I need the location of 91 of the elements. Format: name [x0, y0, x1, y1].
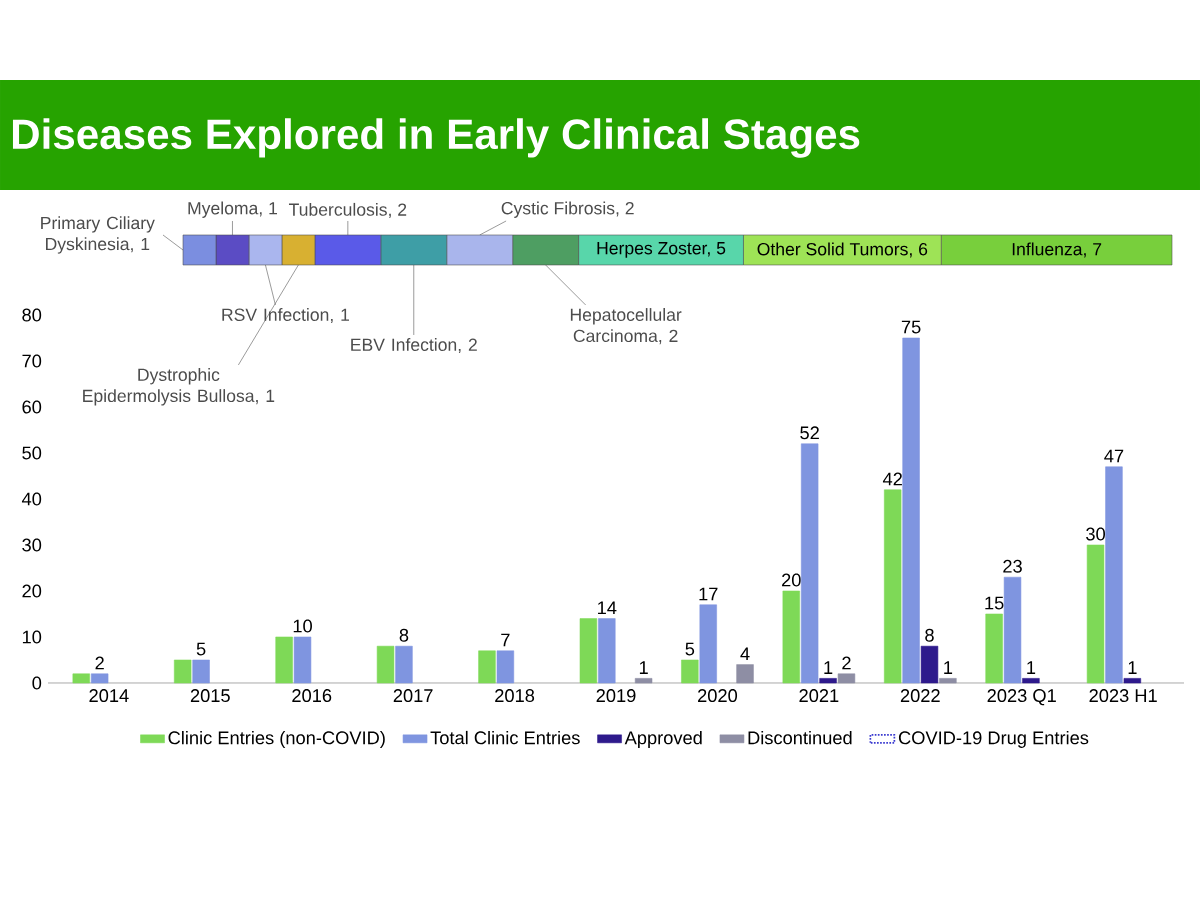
data-label: 1: [944, 661, 953, 674]
bar: [579, 618, 598, 684]
data-label: Cystic Fibrosis, 2: [501, 201, 634, 218]
bar: [72, 673, 90, 684]
y-tick-label: 40: [21, 492, 42, 506]
data-label: Primary Ciliary Dyskinesia, 1: [41, 216, 155, 254]
data-label: Hepatocellular Carcinoma, 2: [570, 308, 682, 345]
data-label: 5: [685, 642, 695, 656]
x-tick-label: 2014: [89, 689, 129, 703]
y-tick-label: 0: [32, 676, 42, 690]
data-label: EBV Infection, 2: [351, 338, 477, 354]
data-label: Herpes Zoster, 5: [597, 242, 726, 258]
x-tick-label: 2018: [495, 689, 535, 703]
bar: [1022, 678, 1040, 684]
bar: [1086, 544, 1105, 684]
x-tick-label: 2015: [190, 689, 230, 703]
bar: [376, 645, 395, 684]
data-label: 1: [1128, 661, 1137, 674]
data-label: 30: [1086, 527, 1106, 541]
bar: [1105, 466, 1123, 684]
bar: [1003, 576, 1022, 684]
bar: [192, 659, 210, 684]
data-label: 2: [842, 656, 851, 670]
data-label: Other Solid Tumors, 6: [757, 242, 928, 258]
x-tick-label: 2022: [900, 689, 940, 703]
bar: [275, 636, 293, 684]
y-tick-label: 60: [22, 400, 42, 414]
legend-label: Total Clinic Entries: [430, 730, 580, 745]
data-label: Dystrophic Epidermolysis Bullosa, 1: [83, 368, 275, 406]
x-tick-label: 2020: [698, 689, 738, 703]
data-label: Myeloma, 1: [188, 201, 277, 218]
bar: [939, 678, 957, 684]
bar: [782, 590, 800, 684]
y-tick-label: 30: [22, 538, 42, 552]
data-label: 20: [782, 573, 801, 587]
data-label: 42: [882, 472, 902, 486]
x-tick-label: 2017: [393, 689, 433, 703]
x-tick-label: 2021: [799, 689, 839, 703]
bar: [819, 678, 837, 684]
bar: [736, 664, 754, 684]
x-tick-label: 2023 Q1: [987, 689, 1056, 706]
x-tick-label: 2016: [292, 689, 332, 703]
bar: [1123, 678, 1142, 684]
bar: [634, 678, 653, 684]
data-label: 10: [293, 619, 312, 633]
bar: [598, 618, 616, 684]
data-label: 23: [1003, 559, 1022, 573]
data-label: 52: [800, 426, 819, 440]
bar: [90, 673, 109, 684]
data-label: 5: [196, 642, 206, 656]
data-label: RSV Infection, 1: [222, 308, 350, 324]
legend-label: Discontinued: [748, 730, 852, 745]
data-label: 2: [95, 656, 104, 670]
bar: [920, 645, 939, 684]
bar: [985, 613, 1003, 684]
bar: [884, 489, 902, 684]
bar: [837, 673, 856, 684]
bar: [174, 659, 192, 684]
x-tick-label: 2019: [596, 689, 636, 703]
data-label: 14: [598, 601, 617, 615]
data-label: 1: [1027, 661, 1036, 674]
bar: [800, 443, 819, 684]
data-label: 17: [699, 587, 718, 601]
data-label: 8: [925, 628, 934, 642]
y-tick-label: 80: [22, 308, 42, 322]
bar: [699, 604, 717, 684]
bar: [478, 650, 496, 684]
data-label: Tuberculosis, 2: [288, 202, 407, 218]
data-label: Influenza, 7: [1012, 242, 1102, 258]
data-label: 1: [824, 661, 833, 674]
data-label: 1: [639, 661, 648, 674]
y-tick-label: 50: [22, 446, 42, 460]
bar: [293, 636, 312, 684]
y-tick-label: 10: [22, 630, 42, 644]
legend-label: Approved: [624, 730, 702, 748]
y-tick-label: 70: [22, 354, 42, 368]
data-label: 4: [740, 647, 750, 661]
data-label: 8: [399, 628, 409, 642]
bar: [496, 650, 515, 684]
legend-label: Clinic Entries (non-COVID): [168, 730, 385, 748]
x-tick-label: 2023 H1: [1089, 689, 1157, 703]
data-label: 47: [1104, 449, 1124, 463]
bar: [395, 645, 413, 684]
bar: [681, 659, 699, 684]
legend-label: COVID-19 Drug Entries: [898, 730, 1089, 748]
bar: [902, 337, 920, 684]
y-tick-label: 20: [22, 584, 42, 598]
data-label: 15: [985, 596, 1004, 610]
data-label: 75: [901, 320, 921, 334]
data-label: 7: [501, 633, 510, 647]
chart-title: Diseases Explored in Early Clinical Stages: [12, 118, 860, 158]
